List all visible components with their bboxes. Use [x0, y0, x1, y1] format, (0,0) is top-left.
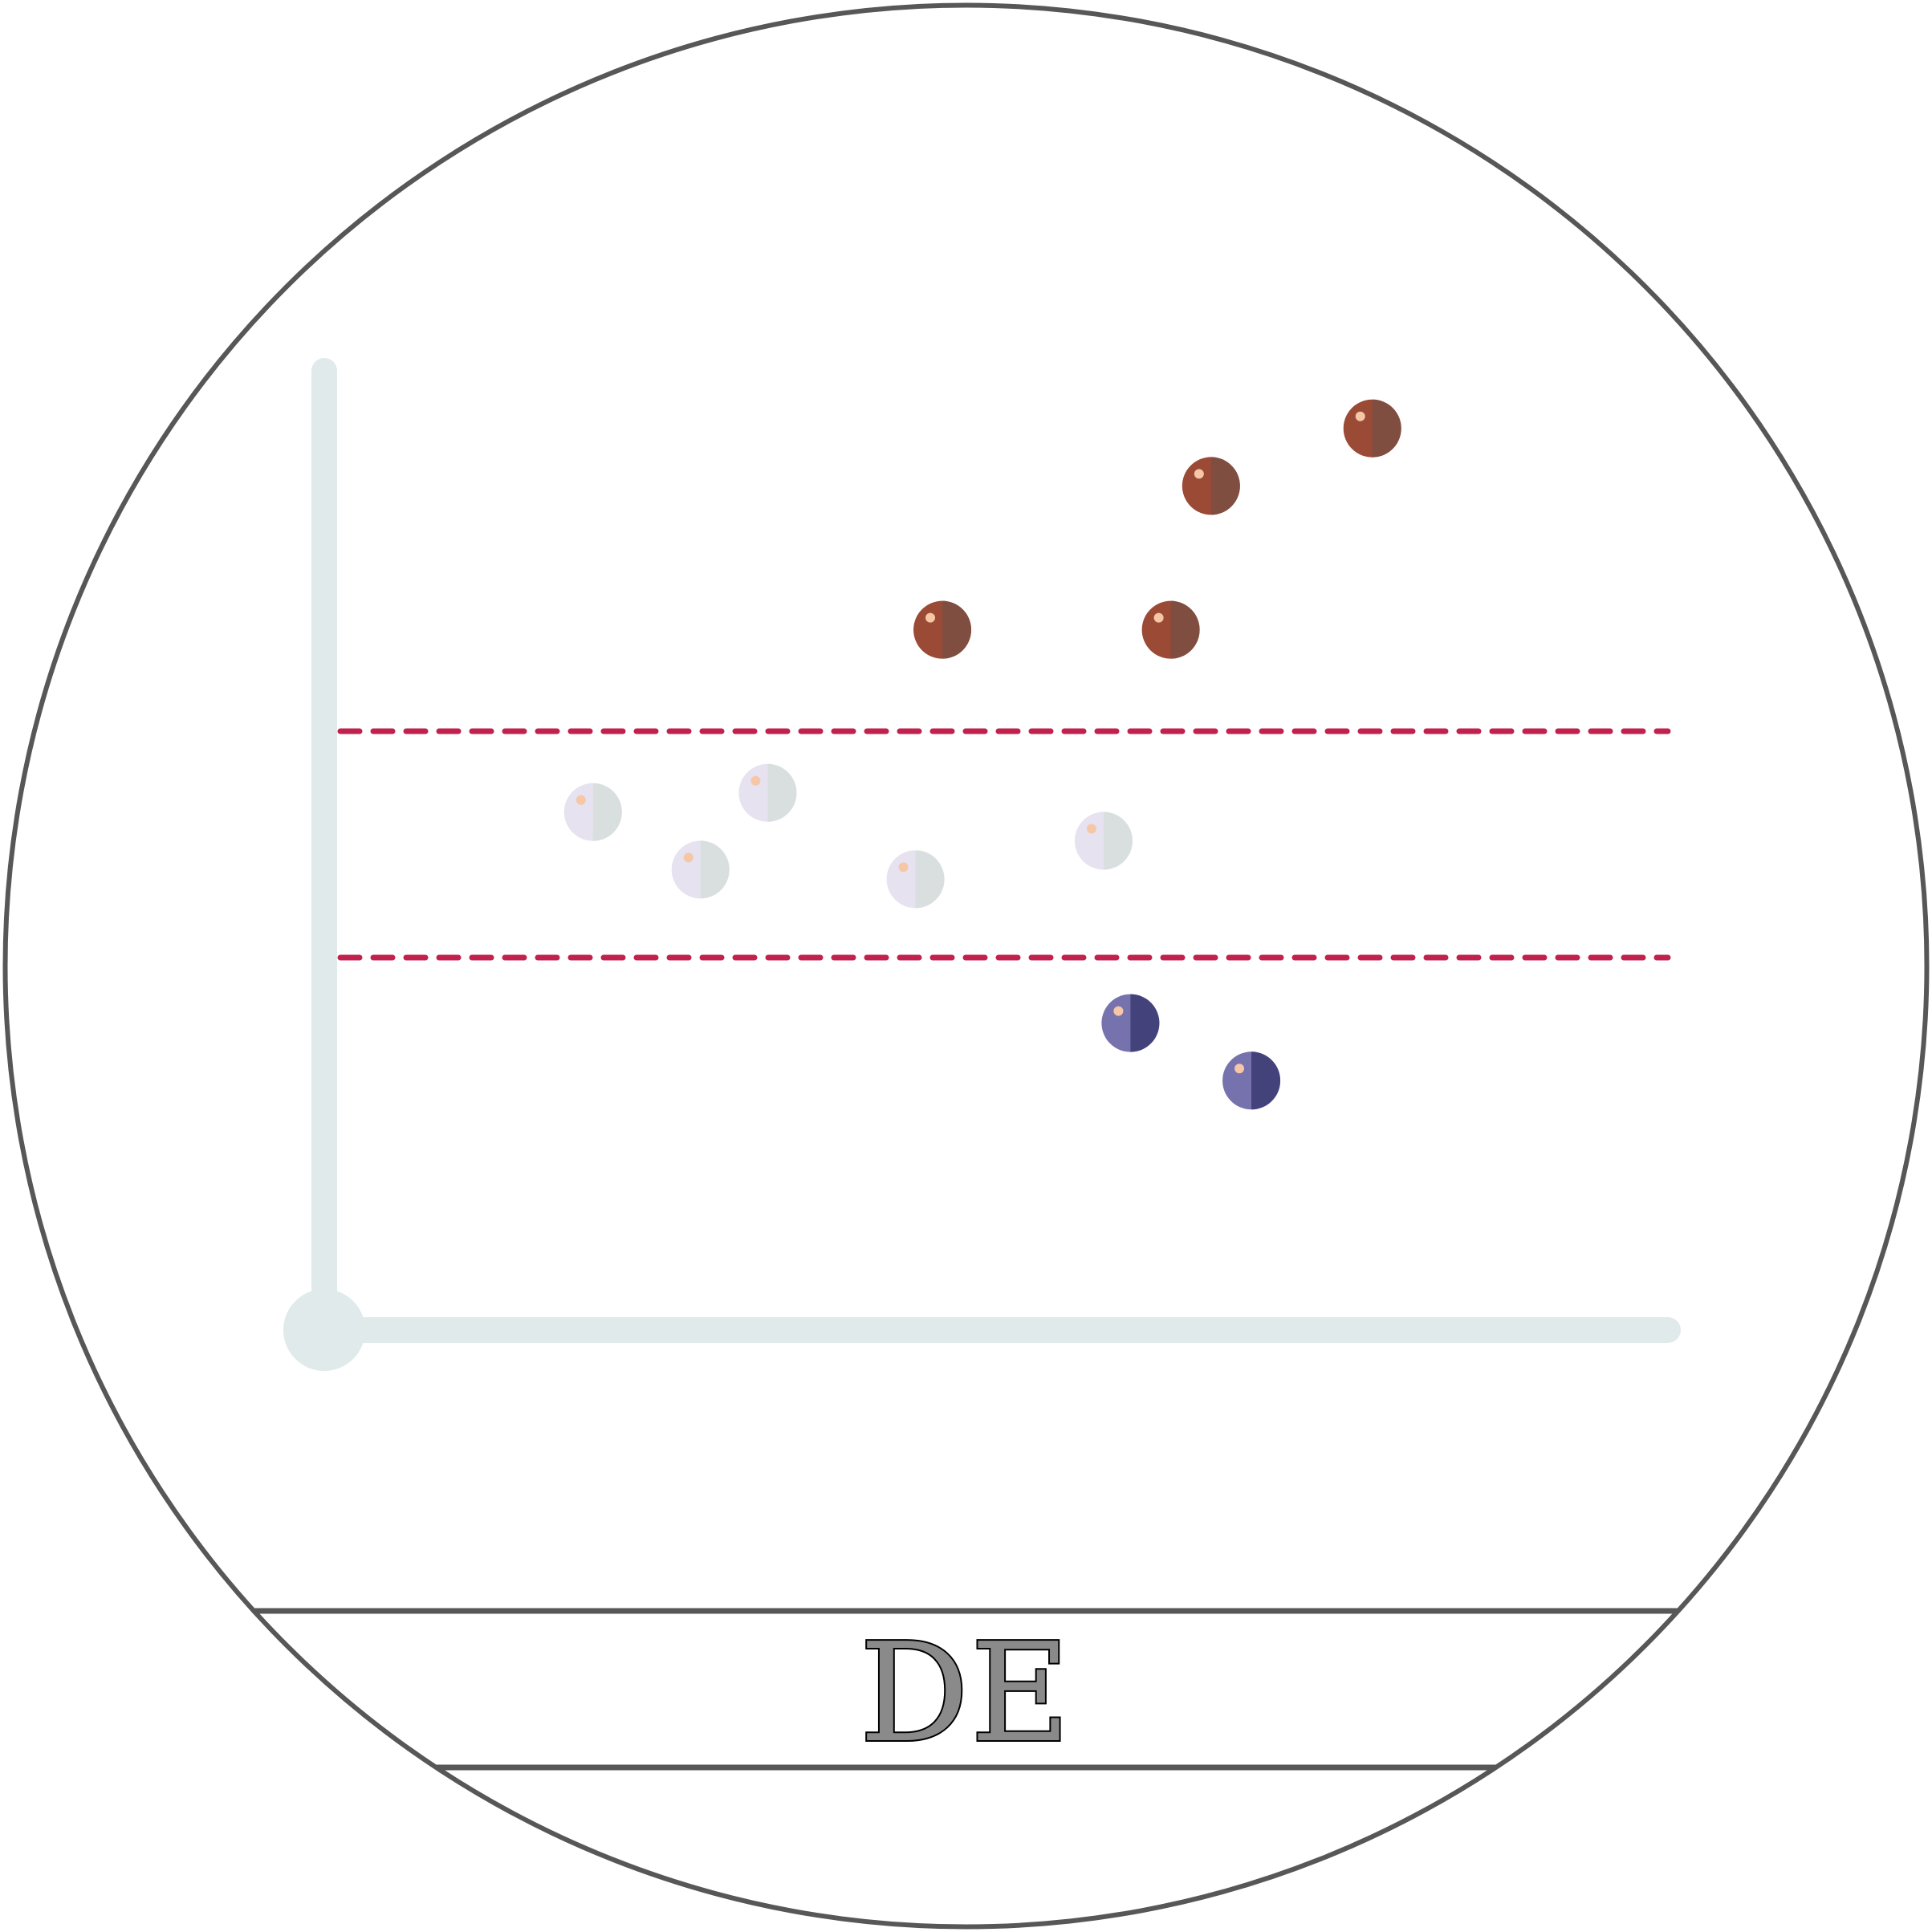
- scatter-plot: [283, 358, 1681, 1371]
- up-regulated-point: [1141, 600, 1200, 659]
- banner-label: DE: [860, 1614, 1072, 1773]
- neutral-point: [671, 840, 730, 899]
- neutral-point: [1074, 811, 1133, 870]
- up-regulated-point: [1343, 399, 1401, 458]
- down-regulated-point: [1222, 1051, 1281, 1110]
- data-points: [563, 399, 1401, 1110]
- down-regulated-point: [1101, 994, 1160, 1052]
- neutral-point: [738, 763, 797, 822]
- up-regulated-point: [913, 600, 972, 659]
- neutral-point: [886, 850, 945, 909]
- neutral-point: [563, 783, 622, 841]
- up-regulated-point: [1182, 457, 1240, 515]
- axis-origin: [283, 1289, 365, 1371]
